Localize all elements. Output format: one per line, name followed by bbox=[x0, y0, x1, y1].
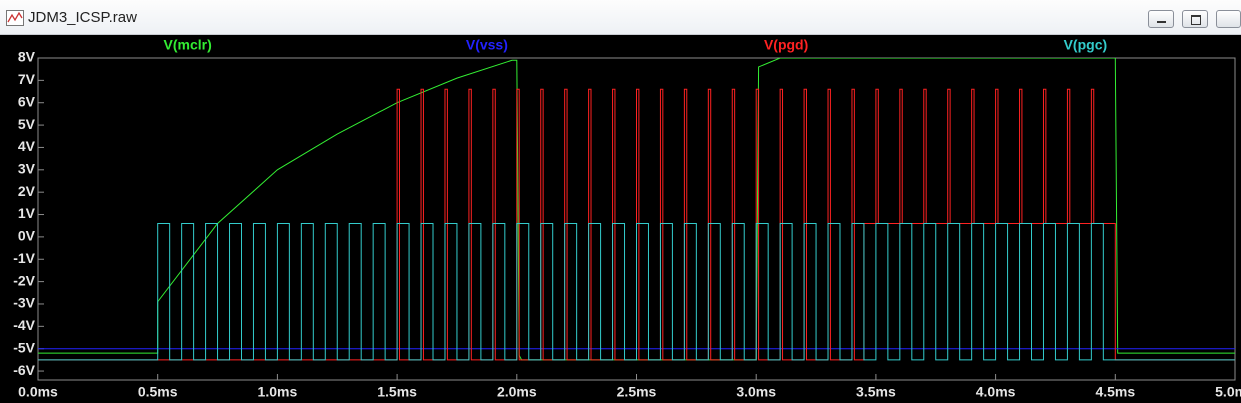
x-tick-label: 2.5ms bbox=[617, 384, 657, 400]
y-tick-label: -6V bbox=[13, 362, 35, 378]
window-icon bbox=[6, 10, 24, 26]
y-tick-label: 5V bbox=[18, 116, 36, 132]
window-title: JDM3_ICSP.raw bbox=[28, 9, 137, 26]
x-tick-label: 0.0ms bbox=[18, 384, 58, 400]
x-tick-label: 0.5ms bbox=[138, 384, 178, 400]
x-tick-label: 1.0ms bbox=[258, 384, 298, 400]
y-tick-label: -3V bbox=[13, 295, 35, 311]
y-tick-label: 8V bbox=[18, 49, 36, 65]
x-tick-label: 4.0ms bbox=[976, 384, 1016, 400]
y-tick-label: -5V bbox=[13, 339, 35, 355]
y-tick-label: -2V bbox=[13, 272, 35, 288]
y-tick-label: 4V bbox=[18, 138, 36, 154]
y-tick-label: 2V bbox=[18, 183, 36, 199]
x-tick-label: 4.5ms bbox=[1095, 384, 1135, 400]
legend-label: V(pgc) bbox=[1064, 37, 1108, 53]
traces bbox=[38, 58, 1235, 361]
x-tick-label: 1.5ms bbox=[377, 384, 417, 400]
y-tick-label: -1V bbox=[13, 250, 35, 266]
trace bbox=[38, 58, 1235, 361]
legend-label: V(vss) bbox=[466, 37, 508, 53]
x-tick-label: 3.5ms bbox=[856, 384, 896, 400]
y-tick-label: 6V bbox=[18, 93, 36, 109]
plot-background bbox=[0, 35, 1241, 403]
y-tick-label: 1V bbox=[18, 205, 36, 221]
trace bbox=[38, 222, 1235, 361]
minimize-button[interactable] bbox=[1148, 10, 1174, 28]
legend-label: V(mclr) bbox=[164, 37, 212, 53]
x-tick-label: 3.0ms bbox=[736, 384, 776, 400]
x-tick-label: 2.0ms bbox=[497, 384, 537, 400]
y-tick-label: 0V bbox=[18, 228, 36, 244]
y-tick-label: 7V bbox=[18, 71, 36, 87]
restore-button[interactable] bbox=[1182, 10, 1208, 28]
y-tick-label: 3V bbox=[18, 161, 36, 177]
x-tick-label: 5.0ms bbox=[1215, 384, 1241, 400]
title-bar: JDM3_ICSP.raw bbox=[0, 0, 1241, 35]
y-tick-label: -4V bbox=[13, 317, 35, 333]
legend-label: V(pgd) bbox=[764, 37, 808, 53]
